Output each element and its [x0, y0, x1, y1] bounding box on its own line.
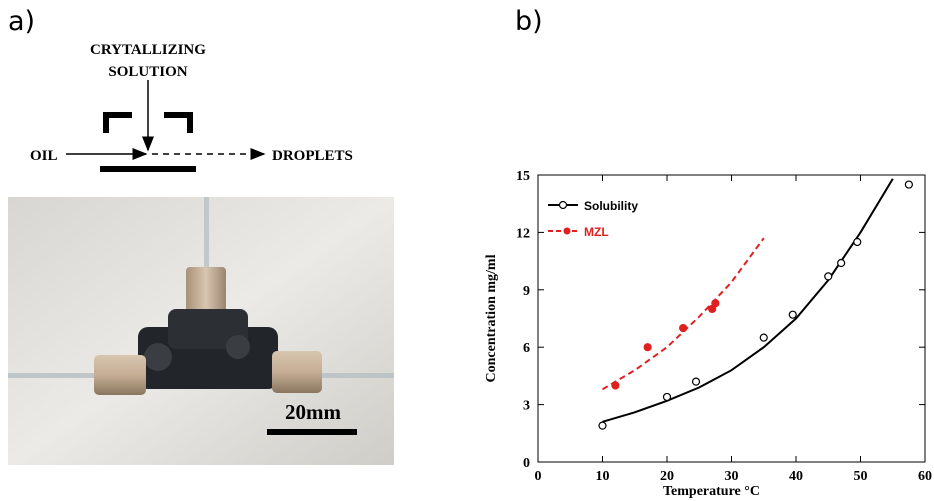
solubility-data-point [824, 272, 833, 281]
plot-frame [537, 174, 926, 463]
left-fitting [94, 355, 146, 395]
y-tick-label: 15 [516, 169, 530, 184]
legend-mzl-label: MZL [584, 225, 609, 239]
mzl-data-point [711, 299, 720, 308]
legend-solubility-label: Solubility [584, 199, 638, 213]
x-axis-label: Temperature °C [663, 484, 760, 499]
solubility-data-point [691, 377, 701, 386]
channel-wall-bottom [100, 166, 196, 172]
legend-solubility-marker [558, 200, 568, 210]
x-tick-label: 50 [854, 469, 868, 484]
legend: Solubility MZL [548, 199, 638, 239]
solubility-data-point [662, 392, 672, 402]
t-junction-photo: 20mm [8, 197, 394, 465]
solution-label-line1: CRYTALLIZING [90, 42, 206, 58]
mzl-data-point [643, 343, 652, 352]
t-junction-schematic: CRYTALLIZING SOLUTION OIL DROPLETS [30, 42, 353, 172]
channel-wall-left [103, 112, 132, 133]
legend-mzl-marker [563, 227, 571, 235]
y-axis-label: Concentration mg/ml [484, 254, 499, 382]
scale-bar-label: 20mm [285, 400, 341, 424]
y-tick-label: 9 [523, 284, 530, 299]
mzl-data-point [611, 381, 620, 390]
panel-label-a: a) [8, 6, 36, 37]
vertical-tubing [204, 197, 209, 277]
solubility-fit-line [602, 178, 894, 423]
solubility-data-point [853, 237, 862, 247]
plot-area [537, 174, 926, 463]
solubility-data-point [904, 180, 913, 189]
scale-bar [267, 429, 357, 435]
y-axis-ticks: 0 3 6 9 12 15 [516, 169, 925, 471]
channel-wall-right [164, 112, 193, 133]
x-tick-label: 60 [918, 469, 932, 484]
x-tick-label: 40 [789, 469, 803, 484]
oil-label: OIL [30, 148, 58, 164]
mzl-data-point [679, 323, 688, 333]
series-layer [598, 178, 913, 430]
solubility-chart: 0 10 20 30 40 50 60 0 3 6 9 12 15 Temperature °C Co… [484, 169, 932, 499]
connector-top [168, 309, 248, 349]
y-tick-label: 12 [516, 226, 530, 241]
solubility-data-point [598, 421, 607, 430]
x-tick-label: 0 [535, 469, 542, 484]
solubility-data-point [788, 310, 797, 319]
y-tick-label: 0 [523, 456, 530, 471]
x-tick-label: 30 [725, 469, 739, 484]
solubility-data-point [759, 333, 768, 342]
mzl-fit-line [601, 237, 765, 391]
y-tick-label: 6 [523, 341, 530, 356]
droplets-label: DROPLETS [272, 148, 353, 164]
x-tick-label: 10 [596, 469, 610, 484]
solubility-data-point [837, 258, 846, 268]
panel-label-b: b) [515, 6, 543, 37]
x-axis-ticks: 0 10 20 30 40 50 60 [535, 175, 932, 484]
right-fitting [272, 351, 322, 393]
x-tick-label: 20 [660, 469, 674, 484]
y-tick-label: 3 [523, 399, 530, 414]
solution-label-line2: SOLUTION [108, 64, 187, 80]
top-fitting [186, 267, 226, 319]
